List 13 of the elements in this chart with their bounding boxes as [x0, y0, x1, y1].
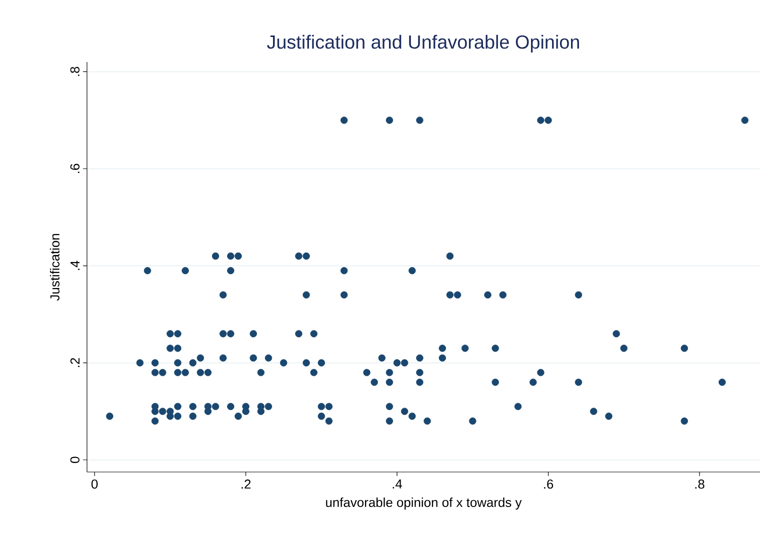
y-tick-label: .6 [70, 164, 80, 173]
y-tick-label: .2 [70, 358, 80, 368]
x-tick-label: .8 [695, 480, 704, 489]
x-tick-label: 0 [91, 480, 98, 489]
chart-title: Justification and Unfavorable Opinion [267, 34, 579, 52]
x-tick-label: .4 [392, 480, 402, 488]
y-axis-title: Justification [50, 234, 60, 301]
y-tick-label: .8 [70, 66, 80, 76]
x-tick-label: .2 [242, 480, 251, 489]
x-axis-title: unfavorable opinion of x towards y [326, 498, 522, 510]
y-tick-label: 0 [70, 456, 80, 463]
x-tick-label: .6 [544, 480, 554, 489]
y-tick-label: .4 [70, 260, 80, 270]
